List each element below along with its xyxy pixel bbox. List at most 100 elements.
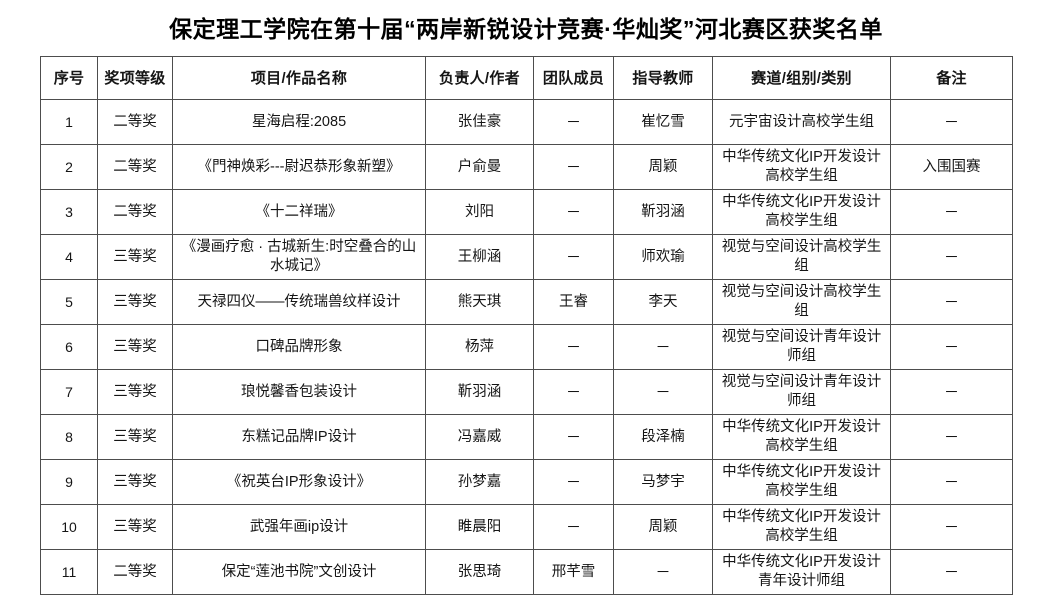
- row-cell-teacher: －: [613, 369, 713, 415]
- table-header: 序号 奖项等级 项目/作品名称 负责人/作者 团队成员 指导教师 赛道/组别/类…: [40, 56, 1013, 100]
- row-cell-team: －: [533, 234, 614, 280]
- row-cell-leader: 王柳涵: [425, 234, 534, 280]
- row-cell-team: －: [533, 99, 614, 145]
- row-cell-teacher: 段泽楠: [613, 414, 713, 460]
- row-cell-teacher: －: [613, 549, 713, 595]
- row-cell-project: 星海启程:2085: [172, 99, 426, 145]
- row-cell-leader: 靳羽涵: [425, 369, 534, 415]
- row-cell-level: 三等奖: [97, 369, 173, 415]
- column-header-leader: 负责人/作者: [425, 56, 534, 100]
- row-cell-index: 4: [40, 234, 98, 280]
- row-cell-track: 元宇宙设计高校学生组: [712, 99, 891, 145]
- row-cell-remark: －: [890, 504, 1013, 550]
- row-cell-track: 中华传统文化IP开发设计高校学生组: [712, 459, 891, 505]
- row-cell-project: 口碑品牌形象: [172, 324, 426, 370]
- row-cell-remark: －: [890, 324, 1013, 370]
- row-cell-index: 3: [40, 189, 98, 235]
- row-cell-index: 5: [40, 279, 98, 325]
- row-cell-leader: 睢晨阳: [425, 504, 534, 550]
- row-cell-teacher: 靳羽涵: [613, 189, 713, 235]
- row-cell-project: 《漫画疗愈 · 古城新生:时空叠合的山水城记》: [172, 234, 426, 280]
- column-header-track: 赛道/组别/类别: [712, 56, 891, 100]
- row-cell-index: 8: [40, 414, 98, 460]
- row-cell-team: －: [533, 324, 614, 370]
- row-cell-remark: －: [890, 369, 1013, 415]
- row-cell-team: 邢芊雪: [533, 549, 614, 595]
- row-cell-track: 中华传统文化IP开发设计高校学生组: [712, 414, 891, 460]
- table-row: 10 三等奖 武强年画ip设计 睢晨阳－周颖 中华传统文化IP开发设计高校学生组－: [40, 504, 1013, 550]
- row-cell-index: 1: [40, 99, 98, 145]
- row-cell-track: 视觉与空间设计青年设计师组: [712, 369, 891, 415]
- row-cell-teacher: 崔忆雪: [613, 99, 713, 145]
- row-cell-project: 武强年画ip设计: [172, 504, 426, 550]
- column-header-team: 团队成员: [533, 56, 614, 100]
- row-cell-level: 三等奖: [97, 324, 173, 370]
- table-row: 6 三等奖 口碑品牌形象 杨萍－－视觉与空间设计青年设计师组－: [40, 324, 1013, 370]
- row-cell-level: 二等奖: [97, 189, 173, 235]
- row-cell-index: 6: [40, 324, 98, 370]
- page-title: 保定理工学院在第十届“两岸新锐设计竞赛·华灿奖”河北赛区获奖名单: [169, 16, 883, 42]
- row-cell-team: －: [533, 369, 614, 415]
- row-cell-team: －: [533, 189, 614, 235]
- row-cell-level: 二等奖: [97, 144, 173, 190]
- row-cell-level: 三等奖: [97, 504, 173, 550]
- row-cell-team: －: [533, 504, 614, 550]
- column-header-index: 序号: [40, 56, 98, 100]
- table-row: 4 三等奖 《漫画疗愈 · 古城新生:时空叠合的山水城记》 王柳涵－师欢瑜 视觉与空间设…: [40, 234, 1013, 280]
- table-row: 8 三等奖 东糕记品牌IP设计 冯嘉威－段泽楠 中华传统文化IP开发设计高校学生组－: [40, 414, 1013, 460]
- row-cell-remark: －: [890, 459, 1013, 505]
- row-cell-index: 11: [40, 549, 98, 595]
- row-cell-track: 视觉与空间设计青年设计师组: [712, 324, 891, 370]
- column-header-remark: 备注: [890, 56, 1013, 100]
- row-cell-teacher: 马梦宇: [613, 459, 713, 505]
- column-header-teacher: 指导教师: [613, 56, 713, 100]
- row-cell-index: 9: [40, 459, 98, 505]
- table-row: 3 二等奖 《十二祥瑞》 刘阳－靳羽涵 中华传统文化IP开发设计高校学生组－: [40, 189, 1013, 235]
- row-cell-leader: 张佳豪: [425, 99, 534, 145]
- row-cell-level: 三等奖: [97, 234, 173, 280]
- table-header-row: 序号 奖项等级 项目/作品名称 负责人/作者 团队成员 指导教师 赛道/组别/类…: [40, 56, 1013, 100]
- row-cell-leader: 张思琦: [425, 549, 534, 595]
- row-cell-level: 二等奖: [97, 99, 173, 145]
- row-cell-teacher: －: [613, 324, 713, 370]
- row-cell-teacher: 李天: [613, 279, 713, 325]
- row-cell-team: －: [533, 144, 614, 190]
- row-cell-remark: －: [890, 279, 1013, 325]
- table-row: 1 二等奖 星海启程:2085 张佳豪－崔忆雪 元宇宙设计高校学生组－: [40, 99, 1013, 145]
- row-cell-leader: 杨萍: [425, 324, 534, 370]
- row-cell-remark: －: [890, 414, 1013, 460]
- row-cell-project: 保定“莲池书院”文创设计: [172, 549, 426, 595]
- table-row: 7 三等奖 琅悦馨香包装设计 靳羽涵－－视觉与空间设计青年设计师组－: [40, 369, 1013, 415]
- row-cell-remark: －: [890, 99, 1013, 145]
- row-cell-remark: －: [890, 234, 1013, 280]
- row-cell-index: 10: [40, 504, 98, 550]
- row-cell-leader: 冯嘉威: [425, 414, 534, 460]
- row-cell-project: 《門神焕彩---尉迟恭形象新塑》: [172, 144, 426, 190]
- row-cell-track: 中华传统文化IP开发设计高校学生组: [712, 504, 891, 550]
- table-row: 5 三等奖 天禄四仪——传统瑞兽纹样设计 熊天琪 王睿 李天 视觉与空间设计高校学生组－: [40, 279, 1013, 325]
- row-cell-leader: 孙梦嘉: [425, 459, 534, 505]
- row-cell-teacher: 师欢瑜: [613, 234, 713, 280]
- row-cell-level: 二等奖: [97, 549, 173, 595]
- row-cell-remark: －: [890, 189, 1013, 235]
- table-row: 2 二等奖 《門神焕彩---尉迟恭形象新塑》 户俞曼－周颖 中华传统文化IP开发设计高校…: [40, 144, 1013, 190]
- row-cell-project: 天禄四仪——传统瑞兽纹样设计: [172, 279, 426, 325]
- row-cell-project: 《十二祥瑞》: [172, 189, 426, 235]
- table-body: 1 二等奖 星海启程:2085 张佳豪－崔忆雪 元宇宙设计高校学生组－ 2 二等奖 《門神焕彩…: [40, 99, 1013, 595]
- row-cell-leader: 刘阳: [425, 189, 534, 235]
- row-cell-teacher: 周颖: [613, 144, 713, 190]
- row-cell-level: 三等奖: [97, 459, 173, 505]
- row-cell-team: 王睿: [533, 279, 614, 325]
- row-cell-remark: －: [890, 549, 1013, 595]
- row-cell-leader: 熊天琪: [425, 279, 534, 325]
- column-header-level: 奖项等级: [97, 56, 173, 100]
- award-table-container: 序号 奖项等级 项目/作品名称 负责人/作者 团队成员 指导教师 赛道/组别/类…: [40, 56, 1013, 595]
- row-cell-project: 琅悦馨香包装设计: [172, 369, 426, 415]
- row-cell-index: 7: [40, 369, 98, 415]
- row-cell-track: 中华传统文化IP开发设计高校学生组: [712, 189, 891, 235]
- row-cell-track: 视觉与空间设计高校学生组: [712, 279, 891, 325]
- row-cell-team: －: [533, 414, 614, 460]
- row-cell-track: 中华传统文化IP开发设计高校学生组: [712, 144, 891, 190]
- row-cell-project: 《祝英台IP形象设计》: [172, 459, 426, 505]
